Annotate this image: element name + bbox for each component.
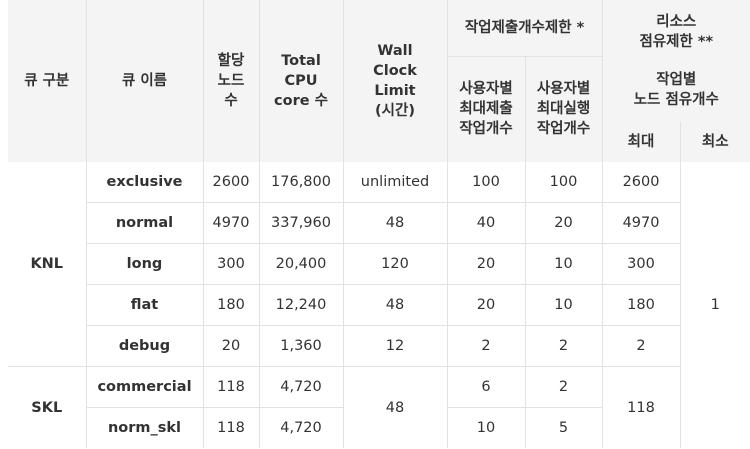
header-wall-clock: Wall Clock Limit (시간) xyxy=(342,0,447,162)
max-submit-jobs: 20 xyxy=(446,243,525,285)
max-run-jobs: 100 xyxy=(524,162,603,203)
max-submit-jobs: 100 xyxy=(446,162,525,203)
queue-name: norm_skl xyxy=(85,407,203,448)
alloc-nodes: 118 xyxy=(202,366,259,408)
max-run-jobs: 10 xyxy=(524,243,603,285)
max-nodes: 118 xyxy=(601,366,681,448)
queue-name: flat xyxy=(85,284,203,326)
max-run-jobs: 5 xyxy=(524,407,603,448)
queue-table: 큐 구분 큐 이름 할당 노드 수 Total CPU core 수 Wall … xyxy=(8,0,750,448)
header-min: 최소 xyxy=(679,122,750,162)
alloc-nodes: 4970 xyxy=(202,202,259,244)
header-per-user-run: 사용자별 최대실행 작업개수 xyxy=(524,55,603,162)
wall-clock-limit: 48 xyxy=(342,366,447,448)
header-total-cpu: Total CPU core 수 xyxy=(258,0,343,162)
alloc-nodes: 20 xyxy=(202,325,259,367)
total-cores: 4,720 xyxy=(258,366,343,408)
header-resource-limit: 리소스 점유제한 ** 작업별 노드 점유개수 xyxy=(601,0,750,122)
queue-name: debug xyxy=(85,325,203,367)
max-run-jobs: 2 xyxy=(524,366,603,408)
total-cores: 176,800 xyxy=(258,162,343,203)
max-submit-jobs: 2 xyxy=(446,325,525,367)
alloc-nodes: 118 xyxy=(202,407,259,448)
max-nodes: 300 xyxy=(601,243,681,285)
wall-clock-limit: 48 xyxy=(342,202,447,244)
wall-clock-limit: unlimited xyxy=(342,162,447,203)
max-nodes: 180 xyxy=(601,284,681,326)
alloc-nodes: 2600 xyxy=(202,162,259,203)
queue-name: normal xyxy=(85,202,203,244)
queue-name: commercial xyxy=(85,366,203,408)
header-job-limit: 작업제출개수제한 * xyxy=(446,0,603,56)
header-queue-group: 큐 구분 xyxy=(8,0,86,162)
min-nodes: 1 xyxy=(679,162,750,448)
wall-clock-limit: 48 xyxy=(342,284,447,326)
max-nodes: 2 xyxy=(601,325,681,367)
max-submit-jobs: 6 xyxy=(446,366,525,408)
alloc-nodes: 300 xyxy=(202,243,259,285)
max-submit-jobs: 20 xyxy=(446,284,525,326)
max-run-jobs: 10 xyxy=(524,284,603,326)
total-cores: 1,360 xyxy=(258,325,343,367)
wall-clock-limit: 120 xyxy=(342,243,447,285)
max-submit-jobs: 40 xyxy=(446,202,525,244)
group-knl: KNL xyxy=(8,162,86,367)
max-nodes: 2600 xyxy=(601,162,681,203)
header-queue-name: 큐 이름 xyxy=(85,0,203,162)
header-alloc-nodes: 할당 노드 수 xyxy=(202,0,259,162)
max-submit-jobs: 10 xyxy=(446,407,525,448)
total-cores: 337,960 xyxy=(258,202,343,244)
max-run-jobs: 20 xyxy=(524,202,603,244)
total-cores: 4,720 xyxy=(258,407,343,448)
header-per-user-submit: 사용자별 최대제출 작업개수 xyxy=(446,55,525,162)
header-max: 최대 xyxy=(601,122,681,162)
queue-name: long xyxy=(85,243,203,285)
max-nodes: 4970 xyxy=(601,202,681,244)
wall-clock-limit: 12 xyxy=(342,325,447,367)
max-run-jobs: 2 xyxy=(524,325,603,367)
total-cores: 12,240 xyxy=(258,284,343,326)
alloc-nodes: 180 xyxy=(202,284,259,326)
group-skl: SKL xyxy=(31,399,63,416)
queue-name: exclusive xyxy=(85,162,203,203)
total-cores: 20,400 xyxy=(258,243,343,285)
